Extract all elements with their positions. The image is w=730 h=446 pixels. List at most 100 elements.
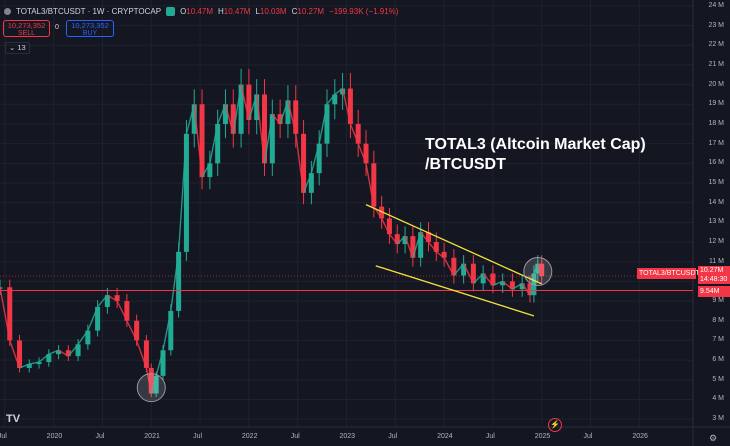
time-axis-tick: 2021: [144, 433, 160, 440]
candle-body: [433, 242, 439, 252]
candle-body: [230, 104, 236, 134]
sell-button[interactable]: 10,273,352 SELL: [3, 20, 50, 37]
price-segment: [521, 282, 531, 296]
time-axis-tick: 2020: [46, 433, 63, 440]
price-segment: [472, 273, 484, 284]
candle-body: [277, 114, 283, 124]
price-segment: [502, 280, 513, 290]
price-segment: [77, 330, 89, 345]
candle-body: [26, 364, 32, 368]
time-axis-tick: Jul: [0, 433, 7, 440]
indicators-toggle[interactable]: ⌄ 13: [5, 42, 30, 54]
buy-button[interactable]: 10,273,352 BUY: [66, 20, 114, 37]
price-axis-tick: 5 M: [712, 375, 724, 383]
time-axis-tick: 2024: [437, 433, 453, 440]
indicators-count: 13: [17, 43, 26, 52]
price-segment: [48, 349, 59, 355]
price-segment: [150, 375, 157, 394]
candle-body: [199, 104, 205, 178]
sell-label: SELL: [17, 30, 36, 37]
candle-body: [451, 257, 457, 276]
candle-body: [394, 234, 400, 244]
chart-annotation: TOTAL3 (Altcoin Market Cap) /BTCUSDT: [425, 135, 646, 175]
price-segment: [224, 104, 234, 134]
candle-body: [168, 310, 174, 351]
price-axis-tick: 17 M: [708, 139, 724, 147]
candle-body: [215, 123, 221, 164]
price-segment: [177, 133, 188, 252]
candle-body: [410, 236, 416, 258]
price-segment: [87, 306, 99, 331]
price-segment: [19, 363, 30, 369]
candle-body: [535, 263, 541, 274]
price-axis-tick: 9 M: [712, 297, 724, 305]
price-axis-tick: 19 M: [708, 100, 724, 108]
candle-body: [418, 232, 424, 258]
price-axis-tick: 18 M: [708, 119, 724, 127]
candle-body: [46, 354, 52, 363]
candle-body: [519, 283, 525, 290]
price-axis-tick: 23 M: [708, 21, 724, 29]
candle-body: [95, 306, 101, 331]
candle-body: [238, 84, 244, 134]
price-segment: [492, 280, 503, 286]
tradingview-logo[interactable]: TV: [6, 413, 21, 425]
candle-body: [148, 367, 154, 394]
price-segment: [287, 100, 297, 134]
price-axis-tick: 4 M: [712, 395, 724, 403]
price-segment: [412, 231, 422, 258]
candle-body: [425, 232, 431, 243]
price-segment: [396, 235, 406, 245]
price-segment: [512, 282, 523, 290]
candle-body: [379, 206, 385, 219]
candle-body: [461, 263, 467, 276]
price-segment: [58, 349, 69, 357]
candle-body: [539, 263, 545, 277]
time-axis-tick: 2025: [534, 433, 551, 440]
candle-body: [308, 173, 314, 193]
price-segment: [107, 294, 118, 302]
candle-body: [470, 263, 476, 284]
candle-body: [285, 100, 291, 124]
lightning-icon[interactable]: ⚡: [548, 418, 562, 432]
price-segment: [462, 263, 475, 284]
candle-body: [0, 287, 3, 289]
spread-value: 0: [55, 24, 59, 31]
last-price-value: 10.27M: [700, 267, 724, 274]
highlight-circle: [523, 257, 553, 287]
last-price-tag: 10.27M 14:48:30: [698, 266, 730, 284]
price-segment: [38, 353, 50, 363]
settings-gear-icon[interactable]: ⚙: [709, 433, 718, 443]
candle-body: [355, 123, 361, 144]
price-segment: [427, 241, 437, 253]
high-label: H: [217, 6, 224, 16]
price-segment: [0, 287, 11, 341]
price-segment: [209, 123, 219, 164]
price-segment: [263, 114, 274, 164]
chart-header: TOTAL3/BTCUSDT · 1W · CRYPTOCAP O10.47M …: [4, 4, 398, 18]
price-segment: [155, 350, 164, 377]
price-axis-tick: 8 M: [712, 316, 724, 324]
price-axis-tick: 12 M: [708, 238, 724, 246]
price-segment: [29, 361, 40, 365]
price-segment: [271, 113, 281, 125]
candle-body: [56, 350, 62, 355]
candle-body: [36, 362, 42, 365]
candle-body: [509, 281, 515, 290]
price-axis-tick: 14 M: [708, 198, 724, 206]
price-segment: [185, 104, 195, 134]
candle-body: [207, 163, 213, 178]
price-segment: [334, 87, 344, 96]
time-axis-tick: Jul: [290, 433, 300, 440]
flag-icon[interactable]: [166, 6, 176, 16]
candle-body: [191, 104, 197, 134]
symbol-title[interactable]: TOTAL3/BTCUSDT · 1W · CRYPTOCAP: [16, 6, 162, 16]
price-segment: [443, 257, 455, 276]
price-segment: [97, 294, 108, 308]
time-axis-tick: Jul: [583, 433, 593, 440]
open-value: 10.47M: [186, 6, 213, 16]
price-segment: [341, 88, 352, 125]
buy-label: BUY: [82, 30, 98, 37]
